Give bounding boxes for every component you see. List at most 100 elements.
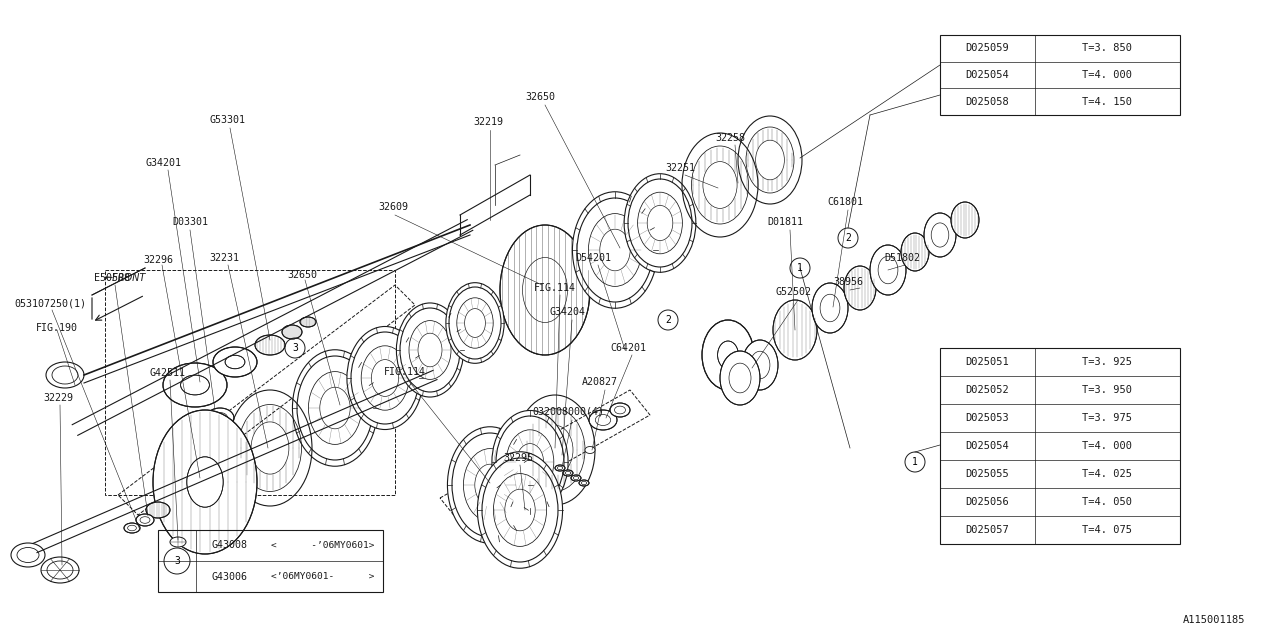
- Text: 3: 3: [292, 343, 298, 353]
- Bar: [940, 348, 1180, 544]
- Ellipse shape: [579, 480, 589, 486]
- Text: D025055: D025055: [965, 469, 1010, 479]
- Ellipse shape: [571, 475, 581, 481]
- Ellipse shape: [41, 557, 79, 583]
- Bar: [105, 270, 396, 495]
- Text: 1: 1: [797, 263, 803, 273]
- Text: 32251: 32251: [666, 163, 695, 173]
- Ellipse shape: [480, 433, 540, 517]
- Ellipse shape: [951, 202, 979, 238]
- Ellipse shape: [454, 458, 506, 528]
- Ellipse shape: [282, 325, 302, 339]
- Text: E50508: E50508: [93, 273, 131, 283]
- Text: 38956: 38956: [833, 277, 863, 287]
- Text: T=3. 950: T=3. 950: [1083, 385, 1133, 395]
- Ellipse shape: [573, 476, 579, 479]
- Ellipse shape: [572, 192, 658, 308]
- Ellipse shape: [820, 294, 840, 322]
- Text: D025054: D025054: [965, 441, 1010, 451]
- Ellipse shape: [140, 516, 150, 524]
- Text: FIG.114: FIG.114: [534, 283, 576, 293]
- Ellipse shape: [730, 363, 751, 393]
- Ellipse shape: [124, 523, 140, 533]
- Text: 32650: 32650: [525, 92, 556, 102]
- Ellipse shape: [625, 173, 696, 272]
- Text: 2: 2: [666, 315, 671, 325]
- Ellipse shape: [292, 349, 378, 466]
- Text: FIG.190: FIG.190: [36, 323, 78, 333]
- Ellipse shape: [742, 340, 778, 390]
- Text: C61801: C61801: [827, 197, 863, 207]
- Text: D51802: D51802: [884, 253, 920, 263]
- Ellipse shape: [180, 375, 210, 395]
- Ellipse shape: [212, 413, 228, 424]
- Text: G43006: G43006: [211, 572, 247, 582]
- Ellipse shape: [595, 415, 611, 426]
- Text: D025052: D025052: [965, 385, 1010, 395]
- Ellipse shape: [397, 303, 463, 397]
- Text: D01811: D01811: [767, 217, 803, 227]
- Ellipse shape: [566, 471, 571, 475]
- Text: T=4. 150: T=4. 150: [1083, 97, 1133, 107]
- Text: G34201: G34201: [145, 158, 180, 168]
- Ellipse shape: [212, 347, 257, 377]
- Ellipse shape: [773, 300, 817, 360]
- Ellipse shape: [225, 355, 244, 369]
- Ellipse shape: [611, 403, 630, 417]
- Text: FIG.114: FIG.114: [384, 367, 426, 377]
- Ellipse shape: [347, 326, 424, 429]
- Text: T=4. 025: T=4. 025: [1083, 469, 1133, 479]
- Text: ←FRONT: ←FRONT: [104, 273, 146, 283]
- Text: 2: 2: [845, 233, 851, 243]
- Text: D025058: D025058: [965, 97, 1010, 107]
- Ellipse shape: [300, 317, 316, 327]
- Text: 1: 1: [913, 457, 918, 467]
- Ellipse shape: [719, 351, 760, 405]
- Ellipse shape: [924, 213, 956, 257]
- Text: G43008: G43008: [211, 541, 247, 550]
- Text: G34204: G34204: [550, 307, 586, 317]
- Ellipse shape: [128, 525, 137, 531]
- Ellipse shape: [932, 223, 948, 247]
- Ellipse shape: [163, 363, 227, 407]
- Ellipse shape: [477, 452, 563, 568]
- Text: 32296: 32296: [143, 255, 173, 265]
- Ellipse shape: [870, 245, 906, 295]
- Ellipse shape: [12, 543, 45, 567]
- Text: T=4. 050: T=4. 050: [1083, 497, 1133, 507]
- Text: 32231: 32231: [209, 253, 239, 263]
- Text: 32650: 32650: [287, 270, 317, 280]
- Ellipse shape: [563, 470, 573, 476]
- Ellipse shape: [581, 481, 586, 484]
- Ellipse shape: [812, 283, 849, 333]
- Ellipse shape: [701, 320, 754, 390]
- Ellipse shape: [255, 335, 285, 355]
- Text: <’06MY0601-      >: <’06MY0601- >: [271, 572, 375, 581]
- Text: T=3. 975: T=3. 975: [1083, 413, 1133, 423]
- Ellipse shape: [448, 427, 532, 543]
- Text: D03301: D03301: [172, 217, 207, 227]
- Text: D025057: D025057: [965, 525, 1010, 535]
- Ellipse shape: [445, 283, 504, 364]
- Ellipse shape: [901, 233, 929, 271]
- Ellipse shape: [589, 410, 617, 430]
- Ellipse shape: [136, 514, 154, 526]
- Ellipse shape: [585, 447, 595, 454]
- Ellipse shape: [206, 408, 234, 428]
- Text: C64201: C64201: [611, 343, 646, 353]
- Text: D025056: D025056: [965, 497, 1010, 507]
- Text: T=4. 000: T=4. 000: [1083, 70, 1133, 80]
- Text: G42511: G42511: [150, 368, 186, 378]
- Ellipse shape: [556, 465, 564, 471]
- Ellipse shape: [170, 537, 186, 547]
- Ellipse shape: [557, 467, 563, 470]
- Text: D025059: D025059: [965, 44, 1010, 53]
- Text: D025054: D025054: [965, 70, 1010, 80]
- Bar: [157, 530, 383, 592]
- Text: 3: 3: [174, 556, 180, 566]
- Text: T=4. 000: T=4. 000: [1083, 441, 1133, 451]
- Text: 032008000(4): 032008000(4): [532, 407, 604, 417]
- Text: D025053: D025053: [965, 413, 1010, 423]
- Ellipse shape: [498, 458, 522, 492]
- Text: 32219: 32219: [474, 117, 503, 127]
